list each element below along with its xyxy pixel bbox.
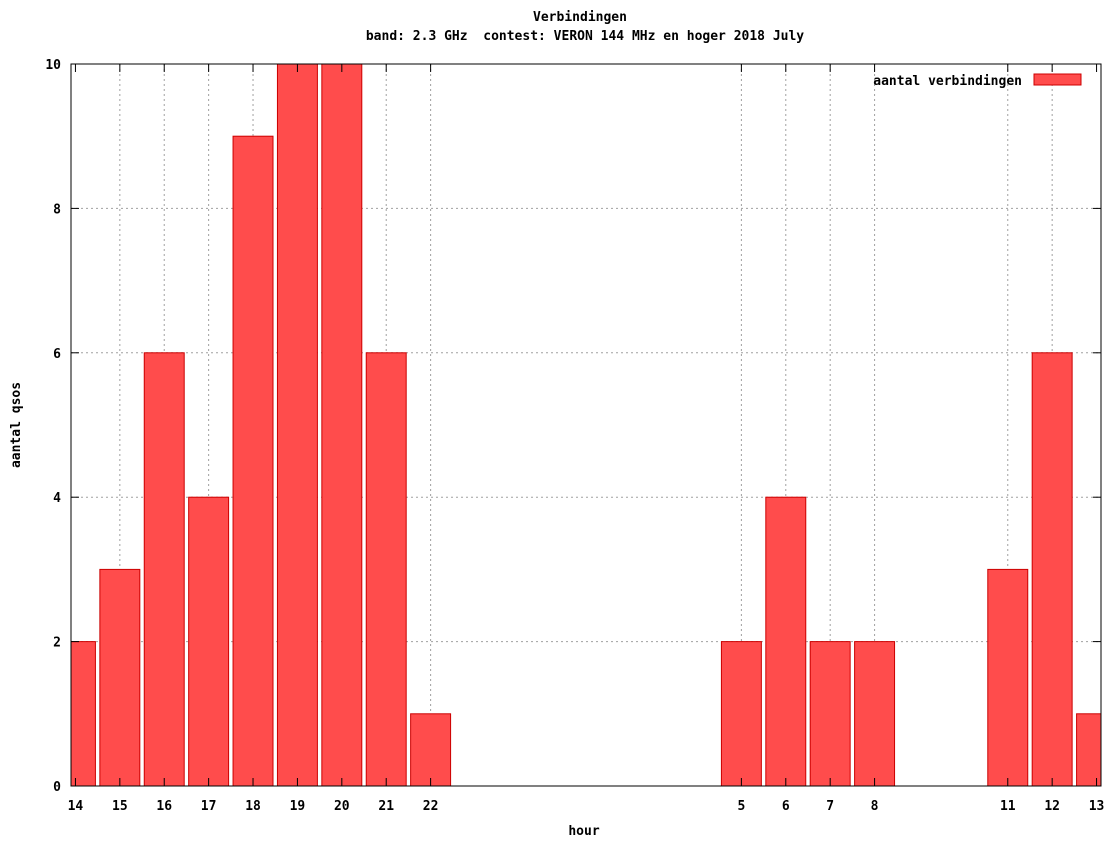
- x-tick-label: 21: [378, 799, 394, 814]
- y-tick-label: 2: [53, 636, 61, 651]
- y-axis-label: aantal qsos: [9, 382, 24, 468]
- y-tick-label: 0: [53, 780, 61, 795]
- bar-hour-7: [809, 641, 851, 787]
- bar-hour-13: [1076, 713, 1102, 787]
- bar-hour-8: [854, 641, 896, 787]
- bar-hour-5: [720, 641, 762, 787]
- x-tick-label: 11: [1000, 799, 1016, 814]
- x-tick-label: 17: [201, 799, 217, 814]
- legend: aantal verbindingen: [873, 73, 1082, 89]
- bar-hour-20: [321, 63, 363, 787]
- x-tick-label: 13: [1089, 799, 1105, 814]
- bar-hour-14: [70, 641, 96, 787]
- y-tick-label: 10: [45, 58, 61, 73]
- x-tick-label: 5: [737, 799, 745, 814]
- x-tick-label: 18: [245, 799, 261, 814]
- bar-hour-16: [143, 352, 185, 787]
- x-axis-label: hour: [568, 824, 599, 839]
- x-tick-label: 19: [290, 799, 306, 814]
- x-tick-label: 12: [1044, 799, 1060, 814]
- x-tick-label: 14: [68, 799, 84, 814]
- chart-title: Verbindingen: [533, 10, 627, 25]
- x-tick-label: 20: [334, 799, 350, 814]
- y-tick-label: 8: [53, 202, 61, 217]
- x-tick-label: 16: [156, 799, 172, 814]
- bar-hour-21: [365, 352, 407, 787]
- x-tick-label: 8: [871, 799, 879, 814]
- chart-subtitle: band: 2.3 GHz contest: VERON 144 MHz en …: [366, 29, 804, 44]
- axis-ticks: 0 2 4 6 8 10 14 15 16 17 18 19 20 21 22 5 6 7 8 11 12 13: [45, 58, 1104, 814]
- x-tick-label: 7: [826, 799, 834, 814]
- bar-hour-15: [99, 568, 141, 787]
- bar-hour-17: [188, 496, 230, 787]
- x-tick-label: 22: [423, 799, 439, 814]
- legend-swatch: [1033, 73, 1082, 86]
- bar-hour-18: [232, 135, 274, 787]
- plot-frame: [70, 63, 1102, 787]
- bar-hour-6: [765, 496, 807, 787]
- bars: [70, 63, 1102, 787]
- y-tick-label: 6: [53, 347, 61, 362]
- y-tick-label: 4: [53, 491, 61, 506]
- bar-hour-11: [987, 568, 1029, 787]
- bar-hour-19: [276, 63, 318, 787]
- legend-label: aantal verbindingen: [873, 74, 1022, 89]
- bar-hour-22: [410, 713, 452, 787]
- bar-hour-12: [1031, 352, 1073, 787]
- x-tick-label: 6: [782, 799, 790, 814]
- x-tick-label: 15: [112, 799, 128, 814]
